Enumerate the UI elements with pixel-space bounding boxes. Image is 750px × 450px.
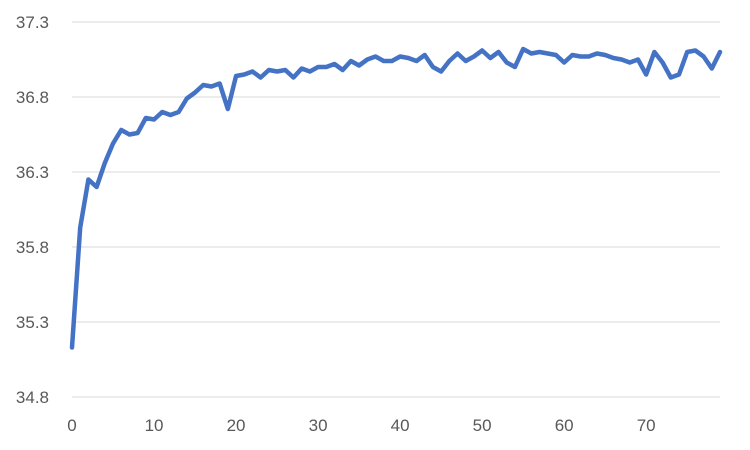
x-tick-label: 20 (227, 416, 246, 435)
y-tick-label: 37.3 (16, 13, 49, 32)
y-tick-label: 35.3 (16, 313, 49, 332)
x-tick-label: 30 (309, 416, 328, 435)
x-tick-label: 70 (637, 416, 656, 435)
x-tick-label: 0 (67, 416, 76, 435)
x-axis-tick-labels: 0 10 20 30 40 50 60 70 (67, 416, 655, 435)
x-tick-label: 10 (145, 416, 164, 435)
series-line (69, 46, 723, 350)
x-tick-label: 40 (391, 416, 410, 435)
series-layer (69, 46, 723, 350)
y-tick-label: 36.3 (16, 163, 49, 182)
x-tick-label: 50 (473, 416, 492, 435)
grid-lines (72, 21, 720, 398)
y-tick-label: 35.8 (16, 238, 49, 257)
y-tick-label: 34.8 (16, 388, 49, 407)
y-tick-label: 36.8 (16, 88, 49, 107)
y-axis-tick-labels: 34.8 35.3 35.8 36.3 36.8 37.3 (16, 13, 49, 407)
x-tick-label: 60 (555, 416, 574, 435)
